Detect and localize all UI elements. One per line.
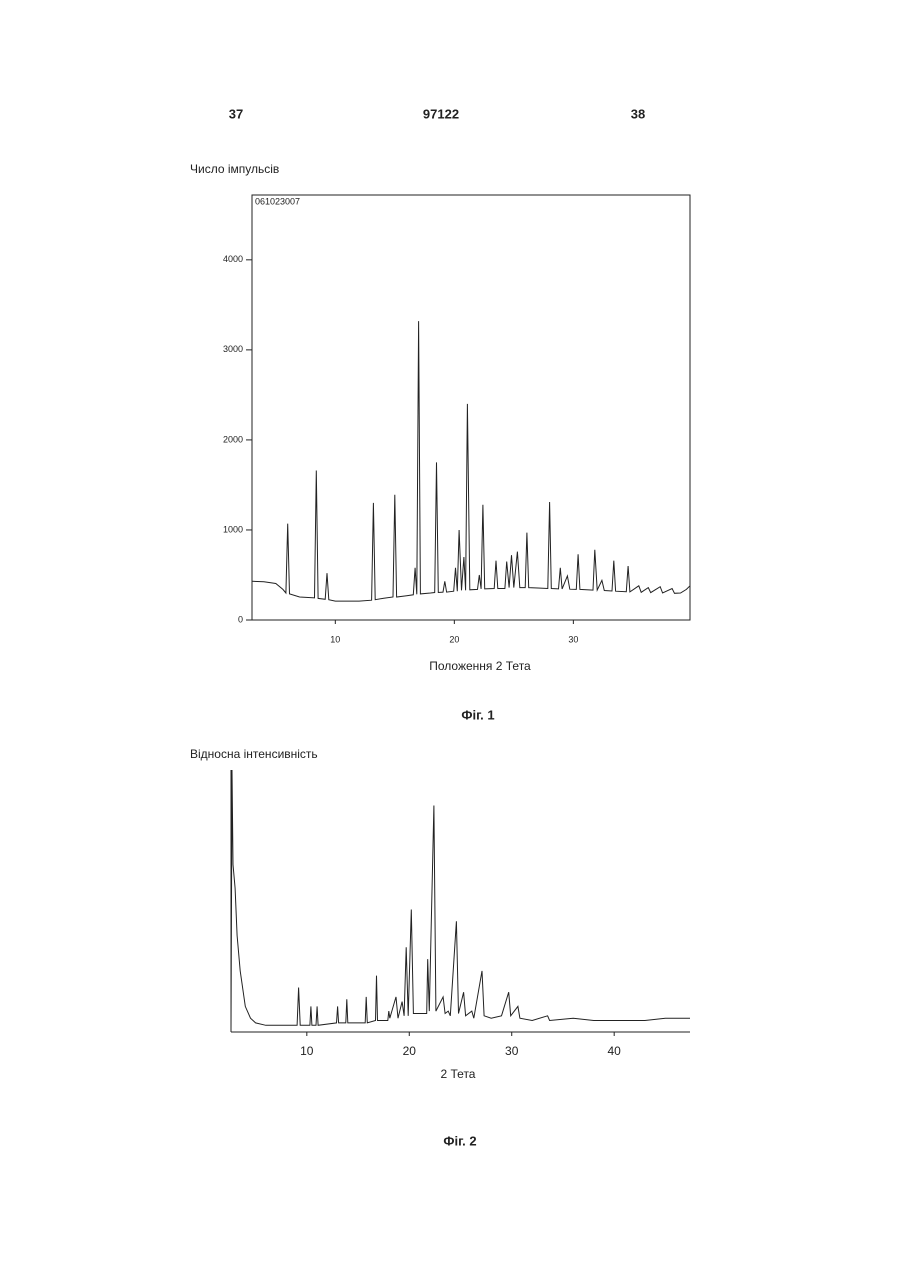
page: 37 97122 38 Число імпульсів Положення 2 Т… [0, 0, 901, 1273]
y-tick-label: 2000 [223, 434, 243, 444]
y-tick-label: 1000 [223, 524, 243, 534]
y-axis-label: Відносна інтенсивність [190, 747, 318, 761]
y-tick-label: 0 [238, 614, 243, 624]
page-number: 38 [631, 106, 645, 121]
x-tick-label: 10 [330, 634, 340, 644]
x-tick-label: 20 [403, 1044, 417, 1058]
y-tick-label: 4000 [223, 254, 243, 264]
y-axis-label: Число імпульсів [190, 162, 279, 176]
y-tick-label: 3000 [223, 344, 243, 354]
figure-caption: Фіг. 1 [461, 707, 494, 722]
x-axis-label: Положення 2 Тета [429, 659, 531, 673]
figure-caption: Фіг. 2 [443, 1133, 476, 1148]
x-tick-label: 10 [300, 1044, 314, 1058]
x-axis-label: 2 Тета [441, 1067, 476, 1081]
x-tick-label: 40 [608, 1044, 622, 1058]
x-tick-label: 20 [449, 634, 459, 644]
x-tick-label: 30 [505, 1044, 519, 1058]
patent-number: 97122 [423, 106, 459, 121]
sample-id: 061023007 [255, 196, 300, 206]
page-number: 37 [229, 106, 243, 121]
x-tick-label: 30 [568, 634, 578, 644]
